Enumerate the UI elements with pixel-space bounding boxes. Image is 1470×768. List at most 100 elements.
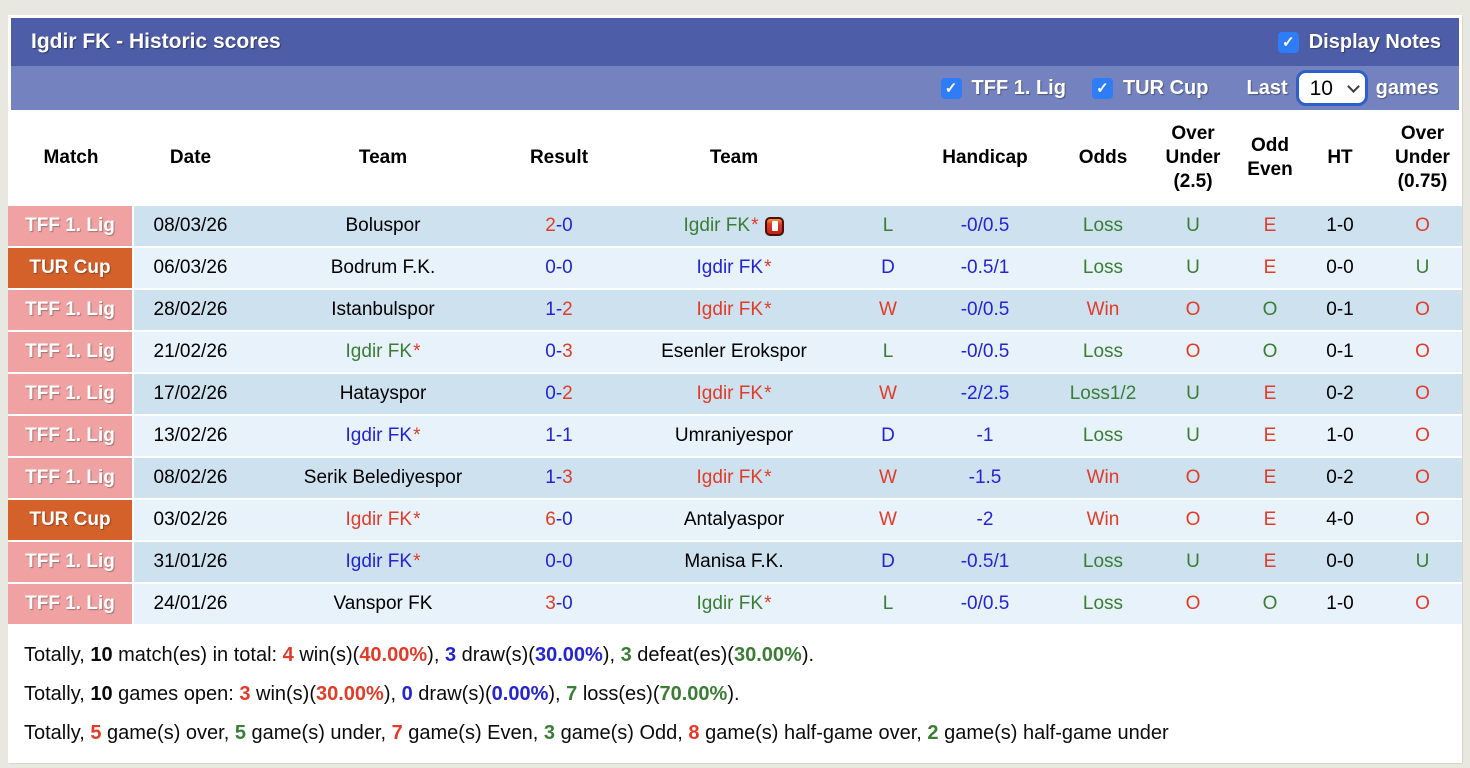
title-bar: Igdir FK - Historic scores ✓ Display Not… [11,18,1459,66]
match-date: 08/02/26 [153,467,228,488]
summary-segment: ), [427,644,445,666]
over-under-075: O [1415,425,1430,446]
away-team-name: Igdir FK [683,215,751,236]
team-star: * [764,257,772,278]
over-under-25: U [1186,425,1200,446]
table-row: TFF 1. Lig 21/02/26 Igdir FK * 0-3 Esenler Er… [8,332,1462,372]
away-team: Igdir FK * [599,374,869,414]
score: 2-0 [519,206,599,246]
score: 6-0 [519,500,599,540]
tff-lig-checkbox[interactable]: ✓ [940,77,962,99]
ht-score: 0-0 [1326,551,1354,572]
score-sep: - [555,593,563,614]
over-under-25: O [1185,341,1201,362]
away-team: Igdir FK * [599,290,869,330]
score-home: 2 [545,215,556,236]
score-home: 1 [545,299,556,320]
column-header: HT [1327,147,1353,169]
display-notes-checkbox[interactable]: ✓ [1277,31,1299,53]
home-team-name: Serik Belediyespor [303,467,463,488]
summary-segment: draw(s)( [456,644,535,666]
home-team-name: Igdir FK [345,509,413,530]
match-date: 08/03/26 [153,215,228,236]
score-sep: - [555,299,563,320]
over-under-25: U [1186,257,1200,278]
handicap-value: -0/0.5 [960,215,1010,236]
score-away: 0 [562,551,573,572]
summary-segment: Totally, [24,722,91,744]
odd-even: O [1262,299,1278,320]
summary-segment: 30.00% [316,683,384,705]
summary-segment: match(es) in total: [112,644,283,666]
home-team: Igdir FK * [247,500,519,540]
column-header: Handicap [942,147,1028,169]
filter-bar: ✓ TFF 1. Lig ✓ TUR Cup Last 10 games [11,66,1459,110]
over-under-075: O [1415,383,1430,404]
league-badge: TFF 1. Lig [8,206,134,246]
odds-result: Win [1086,509,1120,530]
summary-segment: 30.00% [733,644,802,666]
handicap-value: -0/0.5 [960,299,1010,320]
summary-segment: win(s)( [293,644,360,666]
score-home: 6 [545,509,556,530]
score-away: 2 [562,383,573,404]
last-games-select[interactable]: 10 [1295,70,1368,106]
column-header: Match [43,147,99,169]
odd-even: E [1263,551,1277,572]
result-letter: W [879,299,897,320]
league-filter-tur-cup: ✓ TUR Cup [1091,77,1209,100]
summary-segment: 3 [444,644,457,666]
away-team-name: Manisa F.K. [684,551,784,572]
games-label: games [1375,76,1439,99]
summary-segment: game(s) half-game under [938,722,1169,744]
home-team-name: Vanspor FK [333,593,433,614]
away-team-name: Igdir FK [696,299,764,320]
summary-segment: draw(s)( [412,683,492,705]
ht-score: 1-0 [1326,425,1354,446]
home-team: Igdir FK * [247,332,519,372]
table-row: TFF 1. Lig 28/02/26 Istanbulspor 1-2 Igdir F… [8,290,1462,330]
score: 0-3 [519,332,599,372]
ht-score: 0-1 [1326,341,1354,362]
column-header: Over Under (0.75) [1395,123,1450,192]
league-badge: TFF 1. Lig [8,416,134,456]
odds-result: Loss [1082,551,1124,572]
result-letter: D [881,551,895,572]
away-team: Igdir FK * [599,584,869,624]
league-badge: TFF 1. Lig [8,584,134,624]
over-under-075: O [1415,299,1430,320]
summary-segment: 10 [90,644,113,666]
score-sep: - [555,551,563,572]
match-date: 17/02/26 [153,383,228,404]
column-header: Over Under (2.5) [1165,123,1221,192]
score-away: 0 [562,509,573,530]
summary-line: Totally, 10 match(es) in total: 4 win(s)… [24,636,1452,675]
over-under-075: O [1415,509,1430,530]
home-team-name: Istanbulspor [331,299,435,320]
over-under-25: O [1185,467,1201,488]
home-team: Vanspor FK [247,584,519,624]
summary-segment: Totally, [24,683,91,705]
handicap-value: -0.5/1 [960,551,1010,572]
handicap-value: -2 [976,509,994,530]
home-team: Bodrum F.K. [247,248,519,288]
tur-cup-checkbox[interactable]: ✓ [1091,77,1113,99]
summary-segment: ), [602,644,621,666]
score-sep: - [555,215,563,236]
team-star: * [413,341,421,362]
summary-line: Totally, 10 games open: 3 win(s)(30.00%)… [24,675,1452,714]
table-row: TFF 1. Lig 31/01/26 Igdir FK * 0-0 Manisa F.K… [8,542,1462,582]
result-letter: D [881,257,895,278]
handicap-value: -0/0.5 [960,341,1010,362]
score: 1-3 [519,458,599,498]
last-games-select-wrap: 10 [1295,70,1368,106]
score-away: 2 [562,299,573,320]
away-team: Esenler Erokspor [599,332,869,372]
score-home: 0 [545,257,556,278]
score-home: 0 [545,383,556,404]
away-team-name: Igdir FK [696,593,764,614]
summary-segment: ), [548,683,567,705]
home-team: Serik Belediyespor [247,458,519,498]
odds-result: Loss [1082,425,1124,446]
away-team-name: Igdir FK [696,467,764,488]
